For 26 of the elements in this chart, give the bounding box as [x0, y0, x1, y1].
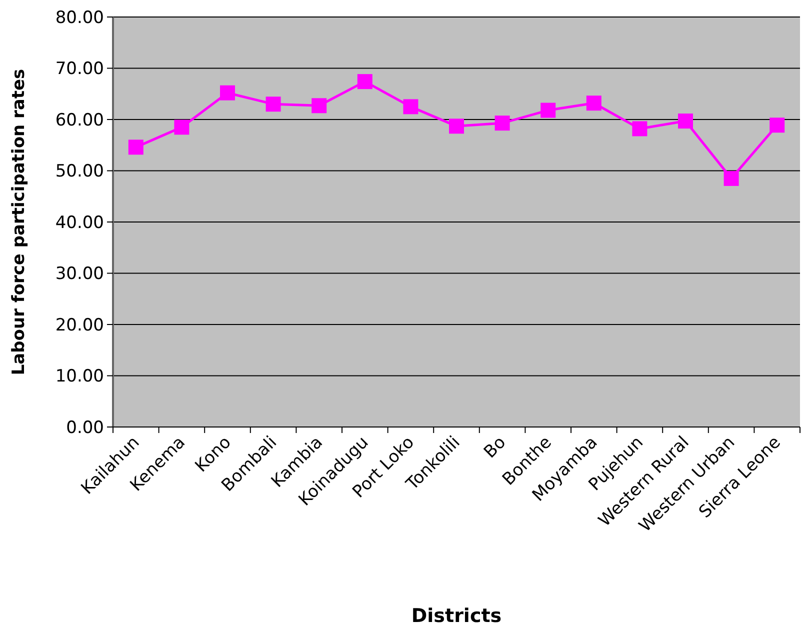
y-tick-label: 20.00	[55, 315, 104, 336]
point	[449, 118, 464, 134]
point	[540, 102, 556, 118]
x-axis-title: Districts	[411, 605, 502, 627]
y-tick-label: 30.00	[55, 264, 104, 284]
y-tick-label: 0.00	[66, 418, 104, 438]
y-tick-label: 60.00	[55, 110, 104, 130]
y-tick-label: 50.00	[55, 162, 104, 182]
point	[586, 96, 602, 111]
y-tick-label: 80.00	[55, 8, 104, 28]
point	[678, 114, 693, 129]
point	[724, 170, 739, 186]
y-tick-label: 10.00	[55, 366, 104, 387]
point	[357, 74, 372, 90]
point	[266, 96, 281, 112]
point	[403, 99, 418, 114]
y-tick-label: 40.00	[55, 212, 104, 233]
point	[770, 118, 785, 133]
point	[632, 121, 648, 136]
point	[174, 120, 190, 135]
point	[312, 98, 327, 114]
y-tick-label: 70.00	[55, 59, 104, 80]
point	[128, 140, 144, 155]
y-axis-title: Labour force participation rates	[9, 68, 29, 376]
point	[220, 85, 235, 100]
point	[494, 116, 510, 131]
